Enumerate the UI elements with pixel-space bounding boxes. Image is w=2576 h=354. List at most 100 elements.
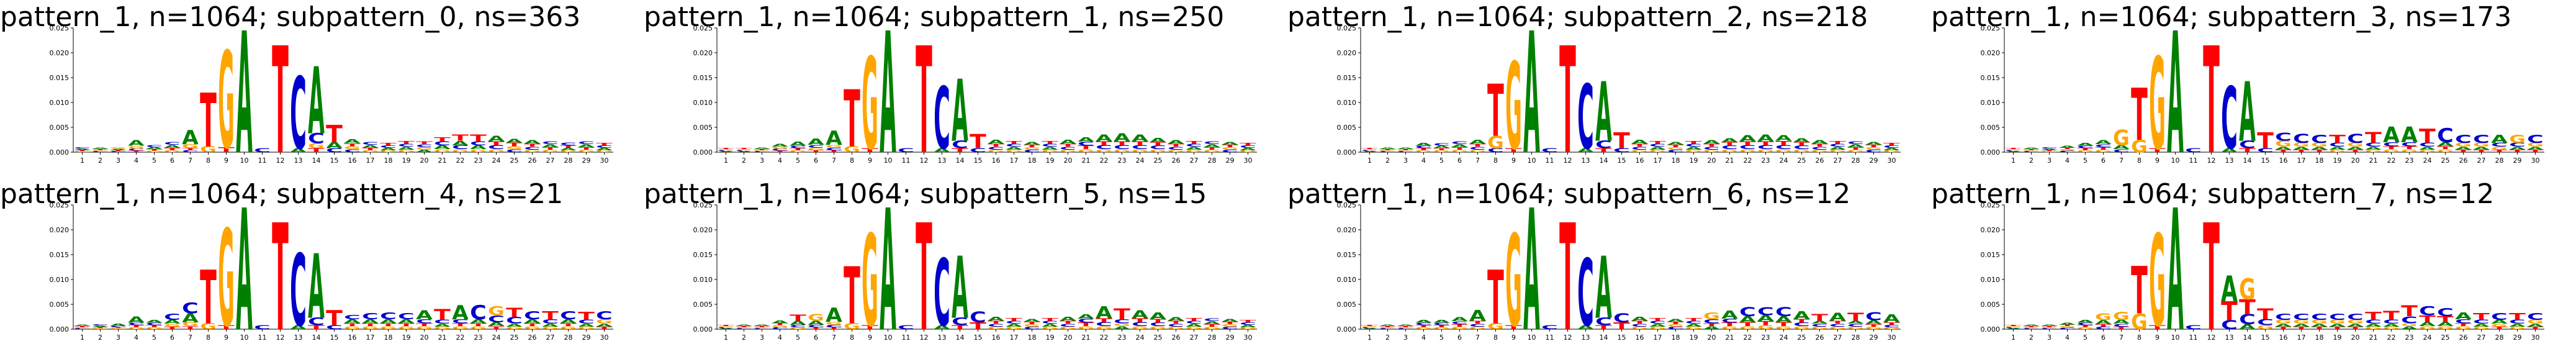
x-tick-label: 18	[384, 334, 393, 342]
x-tick-label: 25	[510, 157, 519, 165]
logo-letter-T: T	[326, 306, 343, 330]
logo-letter-A: A	[2113, 144, 2130, 150]
logo-letter-C: C	[524, 146, 541, 151]
logo-letter-G: G	[2473, 142, 2490, 148]
logo-letter-T: T	[808, 327, 824, 330]
logo-letter-G: G	[2059, 149, 2076, 152]
logo-letter-A: A	[1703, 139, 1720, 145]
logo-letter-G: G	[1793, 325, 1810, 330]
x-tick-label: 2	[1385, 157, 1390, 165]
logo-letter-C: C	[2005, 327, 2022, 329]
logo-letter-T: T	[218, 146, 235, 154]
x-tick-label: 23	[474, 334, 483, 342]
logo-letter-G: G	[2023, 150, 2040, 152]
y-tick-label: 0.020	[1981, 49, 2001, 57]
logo-letter-G: G	[2239, 273, 2256, 306]
x-tick-label: 20	[420, 157, 429, 165]
logo-letter-T: T	[862, 147, 878, 153]
logo-letter-T: T	[826, 150, 842, 153]
logo-letter-T: T	[560, 322, 577, 327]
x-tick-label: 28	[564, 334, 573, 342]
logo-letter-C: C	[488, 314, 505, 325]
logo-letter-A: A	[470, 318, 487, 324]
x-tick-label: 29	[2513, 157, 2522, 165]
logo-letter-T: T	[1397, 326, 1414, 328]
x-tick-label: 17	[1654, 334, 1662, 342]
logo-letter-A: A	[1096, 303, 1112, 322]
logo-letter-G: G	[1649, 326, 1666, 330]
logo-letter-T: T	[1685, 317, 1702, 322]
logo-letter-T: T	[272, 16, 289, 187]
logo-letter-A: A	[2293, 146, 2310, 151]
logo-letter-C: C	[1631, 146, 1648, 151]
logo-letter-G: G	[1487, 133, 1504, 153]
logo-letter-G: G	[398, 149, 415, 153]
logo-letter-G: G	[1775, 325, 1792, 330]
logo-letter-T: T	[398, 140, 415, 145]
logo-letter-T: T	[326, 120, 343, 148]
x-tick-label: 11	[258, 157, 267, 165]
logo-letter-G: G	[1685, 149, 1702, 153]
logo-letter-G: G	[1006, 149, 1022, 153]
logo-letter-C: C	[1361, 150, 1378, 152]
logo-letter-C: C	[326, 147, 343, 153]
logo-letter-A: A	[2365, 323, 2382, 328]
logo-letter-T: T	[1060, 320, 1076, 325]
logo-letter-C: C	[718, 327, 734, 329]
logo-letter-T: T	[790, 148, 806, 151]
x-tick-label: 26	[528, 157, 537, 165]
logo-letter-C: C	[470, 302, 487, 324]
logo-letter-A: A	[506, 138, 523, 144]
logo-letter-G: G	[1060, 326, 1076, 330]
x-tick-label: 29	[2513, 334, 2522, 342]
logo-letter-C: C	[2347, 312, 2364, 322]
logo-letter-G: G	[344, 145, 361, 150]
logo-letter-T: T	[164, 147, 181, 151]
logo-letter-A: A	[1739, 315, 1756, 324]
logo-letter-C: C	[970, 309, 986, 326]
logo-letter-A: A	[1631, 315, 1648, 322]
logo-letter-T: T	[470, 322, 487, 327]
x-tick-label: 24	[1136, 334, 1145, 342]
logo-letter-A: A	[2383, 323, 2400, 328]
logo-letter-A: A	[362, 318, 379, 324]
logo-letter-T: T	[2329, 132, 2346, 145]
logo-letter-G: G	[1631, 326, 1648, 330]
logo-letter-A: A	[2095, 139, 2112, 145]
logo-letter-C: C	[2257, 317, 2274, 327]
logo-letter-A: A	[2491, 319, 2508, 325]
y-tick-label: 0.020	[1337, 226, 1357, 234]
y-tick-label: 0.025	[693, 24, 713, 32]
logo-letter-C: C	[1649, 143, 1666, 148]
x-tick-label: 22	[1744, 334, 1752, 342]
logo-letter-A: A	[2473, 146, 2490, 151]
y-tick-label: 0.000	[50, 325, 70, 334]
logo-letter-T: T	[2149, 324, 2166, 330]
logo-letter-A: A	[2005, 151, 2022, 153]
x-tick-label: 18	[1028, 334, 1037, 342]
x-tick-label: 9	[224, 334, 228, 342]
x-tick-label: 5	[2083, 334, 2087, 342]
logo-letter-C: C	[1397, 328, 1414, 330]
logo-letter-T: T	[1006, 140, 1022, 145]
logo-letter-C: C	[988, 146, 1004, 151]
logo-letter-C: C	[826, 324, 842, 328]
logo-letter-G: G	[2311, 319, 2328, 325]
logo-letter-G: G	[1361, 149, 1378, 151]
logo-letter-T: T	[2275, 326, 2292, 330]
logo-letter-G: G	[2329, 319, 2346, 325]
logo-letter-A: A	[1775, 315, 1792, 324]
logo-letter-C: C	[506, 315, 523, 326]
x-tick-label: 4	[134, 334, 138, 342]
x-tick-label: 28	[2495, 334, 2504, 342]
logo-letter-G: G	[416, 325, 433, 330]
logo-letter-T: T	[2275, 149, 2292, 153]
logo-letter-A: A	[1433, 145, 1450, 148]
y-tick-label: 0.005	[693, 124, 713, 132]
logo-letter-T: T	[1042, 317, 1058, 322]
logo-letter-C: C	[92, 151, 109, 153]
x-tick-label: 16	[348, 334, 357, 342]
logo-letter-A: A	[1186, 323, 1202, 328]
x-tick-label: 16	[1636, 334, 1644, 342]
logo-letter-C: C	[182, 299, 199, 317]
